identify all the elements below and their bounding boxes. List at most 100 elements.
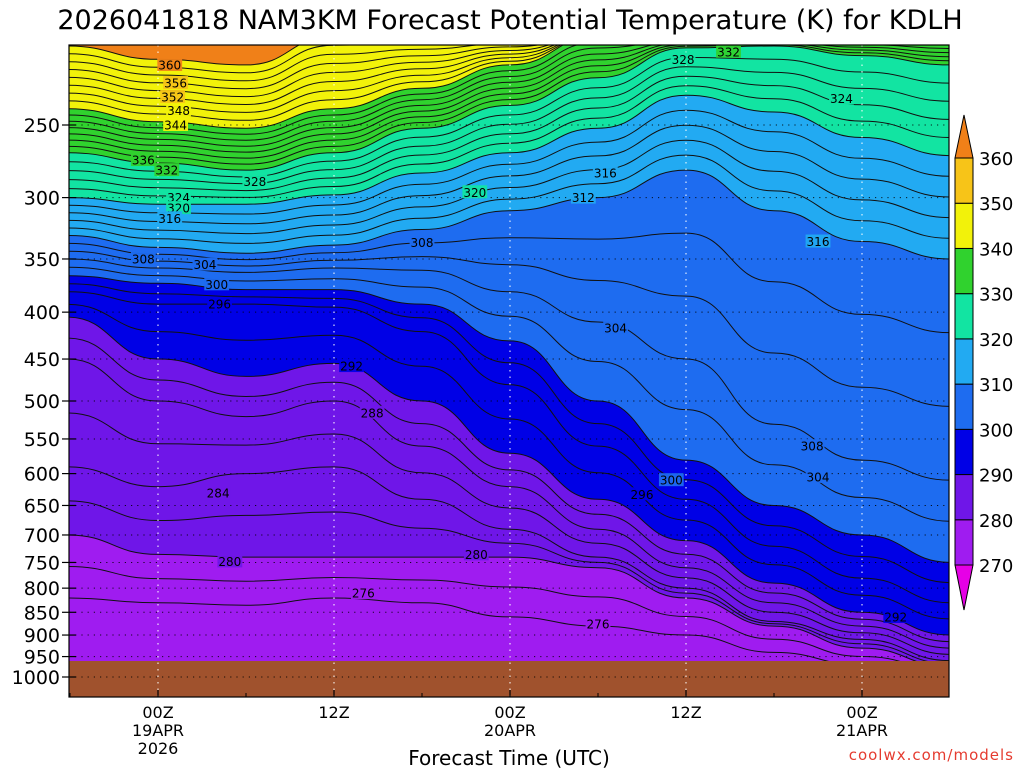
isentrope-line-338	[69, 45, 949, 147]
y-tick-label: 450	[24, 349, 60, 371]
contour-label: 308	[801, 440, 824, 454]
y-tick-label: 800	[24, 578, 60, 600]
colorbar-segment	[954, 428, 974, 476]
contour-label-bg	[157, 211, 183, 225]
x-tick-label: 20APR	[484, 721, 536, 740]
x-tick-label: 12Z	[318, 703, 349, 722]
contour-label: 308	[132, 252, 155, 266]
contour-label-group: 276	[585, 616, 611, 631]
isentrope-line-336	[69, 45, 949, 153]
contour-label: 328	[243, 175, 266, 189]
colorbar-label: 300	[979, 420, 1013, 441]
colorbar-segment	[954, 202, 974, 249]
isentrope-line-304	[69, 258, 949, 481]
isentrope-line-344	[69, 45, 564, 129]
y-tick-label: 300	[24, 188, 60, 210]
contour-label-group: 348	[166, 103, 191, 118]
isentrope-line-312	[69, 154, 949, 244]
contour-label: 300	[660, 474, 683, 488]
contour-label-group: 280	[217, 554, 243, 569]
contour-label-bg	[157, 57, 183, 71]
isentrope-line-318	[69, 109, 949, 215]
contour-label-group: 308	[409, 235, 435, 250]
contour-label-bg	[658, 473, 684, 487]
x-tick-label: 19APR	[132, 721, 184, 740]
x-tick-label: 00Z	[142, 703, 173, 722]
contour-label-group: 352	[160, 89, 186, 104]
y-tick-label: 350	[24, 249, 60, 271]
contour-label-bg	[805, 469, 831, 483]
contour-label: 356	[164, 77, 187, 91]
contour-label: 332	[155, 164, 178, 178]
isentrope-line-282	[69, 500, 949, 665]
isentrope-line-290	[69, 337, 949, 643]
contour-label-bg	[217, 554, 243, 568]
grid-lines	[69, 45, 949, 697]
terrain-ground	[69, 661, 949, 697]
y-tick-label: 900	[24, 625, 60, 647]
isentrope-line-314	[69, 139, 949, 235]
colorbar-label: 270	[979, 556, 1013, 577]
y-tick-label: 250	[24, 115, 60, 137]
contour-label-group: 304	[603, 320, 628, 335]
contour-label-group: 336	[130, 153, 156, 168]
colorbar-segment	[954, 338, 974, 385]
contour-label-bg	[160, 89, 186, 103]
y-tick-label: 850	[24, 602, 60, 624]
y-axis: 2503003504004505005506006507007508008509…	[12, 115, 76, 689]
band-fill-360	[69, 45, 299, 65]
isentrope-line-328	[69, 56, 949, 178]
contour-label-group: 316	[805, 234, 831, 249]
colorbar-segment	[954, 474, 974, 521]
x-tick-label: 00Z	[846, 703, 877, 722]
contour-label: 304	[193, 258, 216, 272]
contour-label-bg	[629, 487, 655, 501]
contour-label-bg	[130, 251, 156, 265]
y-tick-label: 750	[24, 552, 60, 574]
isentrope-line-334	[69, 45, 949, 159]
contour-label-bg	[163, 76, 188, 90]
contour-label-bg	[350, 586, 376, 600]
contour-label-group: 284	[205, 486, 231, 501]
isentrope-line-320	[69, 94, 949, 205]
contour-label-group: 320	[462, 185, 488, 200]
contour-label-bg	[192, 257, 218, 271]
contour-label-bg	[592, 165, 618, 179]
contour-label-group: 296	[629, 487, 655, 502]
isentrope-line-356	[69, 45, 481, 82]
colorbar-label: 360	[979, 149, 1013, 170]
contour-label-group: 312	[570, 190, 596, 205]
isentrope-line-358	[69, 45, 368, 74]
isentrope-line-306	[69, 250, 949, 407]
colorbar-label: 340	[979, 239, 1013, 260]
contour-label: 344	[164, 119, 187, 133]
contour-label: 312	[572, 191, 595, 205]
contour-label: 280	[218, 555, 241, 569]
contour-label-group: 328	[242, 174, 268, 189]
contour-label: 360	[158, 58, 181, 72]
colorbar-bottom-arrow	[954, 564, 974, 611]
contour-label-bg	[207, 297, 232, 311]
colorbar-top-arrow	[954, 114, 974, 159]
contour-label-bg	[829, 91, 854, 105]
contour-label-bg	[585, 616, 611, 630]
band-fill-344	[69, 45, 563, 129]
contour-label-group: 324	[829, 91, 854, 106]
contour-label: 348	[167, 104, 190, 118]
isentrope-line-288	[69, 358, 949, 649]
contour-label: 316	[807, 235, 830, 249]
contour-label-group: 304	[192, 257, 218, 272]
contour-label-bg	[154, 163, 180, 177]
y-tick-label: 400	[24, 302, 60, 324]
contour-label-bg	[339, 359, 364, 373]
isentrope-line-350	[69, 45, 556, 106]
isentrope-line-310	[69, 169, 949, 260]
contour-label-group: 300	[658, 473, 684, 488]
contour-label-group: 276	[350, 586, 376, 601]
y-tick-label: 600	[24, 464, 60, 486]
